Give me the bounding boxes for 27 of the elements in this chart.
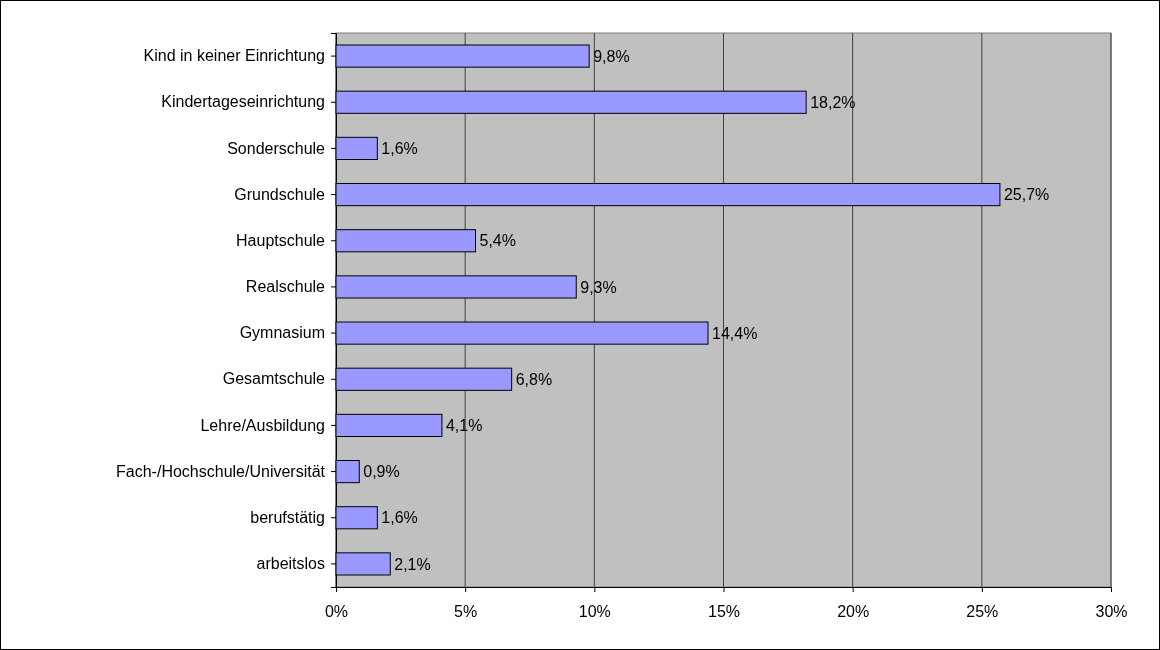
y-tick-label: arbeitslos xyxy=(256,555,325,573)
data-label: 5,4% xyxy=(479,232,516,250)
y-tick-label: berufstätig xyxy=(250,508,325,526)
y-tick-label: Lehre/Ausbildung xyxy=(200,416,325,434)
y-tick-label: Grundschule xyxy=(234,185,326,203)
data-label: 2,1% xyxy=(394,555,431,573)
x-tick-label: 0% xyxy=(324,603,349,621)
data-label: 4,1% xyxy=(445,417,483,435)
y-tick-label: Kind in keiner Einrichtung xyxy=(143,47,325,65)
data-label: 1,6% xyxy=(381,509,418,527)
x-tick-label: 20% xyxy=(837,603,870,621)
x-tick-label: 15% xyxy=(707,603,741,621)
y-tick-label: Gesamtschule xyxy=(222,370,326,388)
y-tick-label: Realschule xyxy=(245,278,326,296)
x-tick-label: 30% xyxy=(1095,603,1128,621)
x-tick-label: 25% xyxy=(966,603,999,621)
y-tick-label: Kindertageseinrichtung xyxy=(161,93,325,111)
data-label: 6,8% xyxy=(515,370,553,388)
x-tick-label: 5% xyxy=(454,603,478,621)
data-label: 1,6% xyxy=(381,140,418,158)
data-label: 0,9% xyxy=(363,463,400,481)
data-label: 25,7% xyxy=(1003,186,1050,204)
y-tick-label: Fach-/Hochschule/Universität xyxy=(116,462,326,480)
y-tick-label: Gymnasium xyxy=(239,324,325,342)
x-tick-label: 10% xyxy=(578,603,611,621)
y-tick-label: Sonderschule xyxy=(227,139,326,157)
y-tick-label: Hauptschule xyxy=(236,231,326,249)
